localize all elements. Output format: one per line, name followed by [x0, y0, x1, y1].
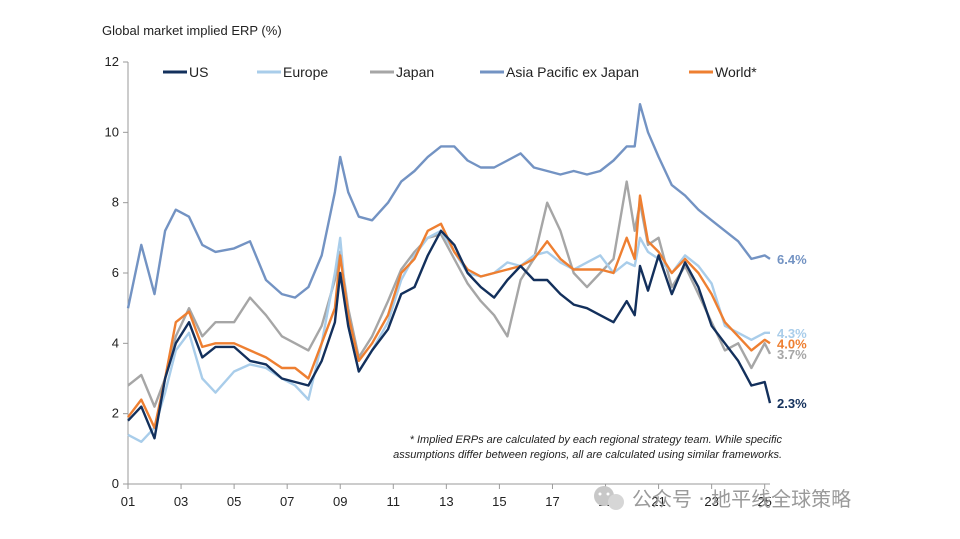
end-labels: 2.3% 4.3% 3.7% 6.4% 4.0%	[777, 252, 807, 411]
y-tick-label: 2	[112, 406, 119, 421]
series-lines	[126, 102, 772, 443]
y-tick-label: 8	[112, 195, 119, 210]
wechat-icon	[594, 486, 624, 510]
legend-label: US	[189, 64, 208, 80]
x-tick-label: 15	[492, 494, 506, 509]
end-label: 3.7%	[777, 347, 807, 362]
x-tick-label: 01	[121, 494, 135, 509]
y-tick-label: 12	[105, 54, 119, 69]
footnote-line-2: assumptions differ between regions, all …	[393, 449, 782, 461]
end-label: 4.0%	[777, 336, 807, 351]
chart-title: Global market implied ERP (%)	[102, 23, 282, 38]
x-tick-label: 21	[651, 494, 665, 509]
y-tick-label: 6	[112, 265, 119, 280]
watermark: 公众号 · 地平线全球策略	[594, 486, 851, 511]
x-tick-label: 25	[757, 494, 771, 509]
x-tick-label: 11	[387, 494, 401, 509]
y-tick-label: 4	[112, 335, 119, 350]
x-tick-label: 07	[280, 494, 294, 509]
series-line-world	[127, 194, 771, 429]
legend-label: World*	[715, 64, 757, 80]
x-tick-label: 09	[333, 494, 347, 509]
end-label: 2.3%	[777, 396, 807, 411]
y-axis: 0 2 4 6 8 10 12	[105, 54, 129, 491]
y-tick-label: 10	[105, 124, 119, 139]
x-tick-label: 13	[439, 494, 453, 509]
end-label: 4.3%	[777, 326, 807, 341]
x-tick-label: 23	[704, 494, 718, 509]
legend-label: Asia Pacific ex Japan	[506, 64, 639, 80]
legend-label: Japan	[396, 64, 434, 80]
x-tick-label: 03	[174, 494, 188, 509]
x-tick-label: 05	[227, 494, 241, 509]
watermark-text: 公众号 · 地平线全球策略	[632, 487, 851, 511]
footnote-line-1: * Implied ERPs are calculated by each re…	[410, 434, 783, 446]
x-axis: 01030507091113151719212325	[121, 483, 772, 509]
series-line-japan	[127, 180, 772, 408]
series-line-europe	[127, 229, 770, 443]
series-line-us	[127, 229, 772, 440]
legend-label: Europe	[283, 64, 328, 80]
y-tick-label: 0	[112, 476, 119, 491]
end-label: 6.4%	[777, 252, 807, 267]
legend: US Europe Japan Asia Pacific ex Japan World*	[163, 64, 757, 80]
series-line-asia-pacific-ex-japan	[126, 102, 771, 309]
footnote: * Implied ERPs are calculated by each re…	[393, 434, 782, 461]
x-tick-label: 17	[545, 494, 559, 509]
